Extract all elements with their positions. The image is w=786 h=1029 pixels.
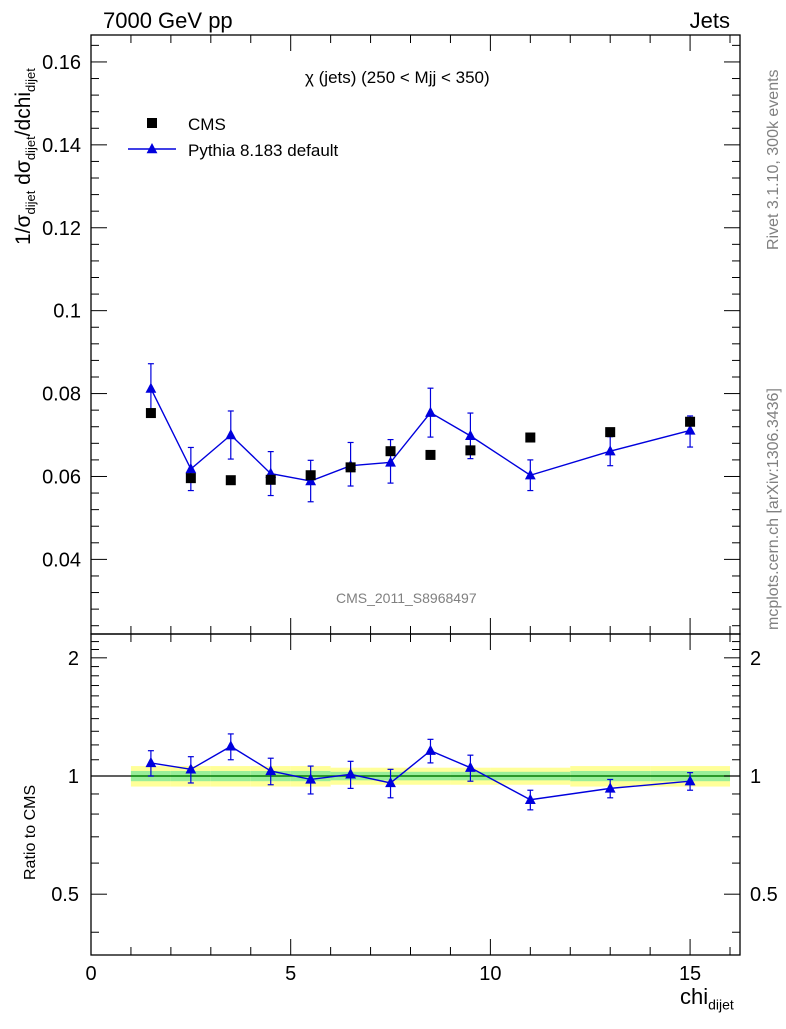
data-layer bbox=[145, 363, 696, 811]
mcplots-reference-label: mcplots.cern.ch [arXiv:1306.3436] bbox=[765, 388, 782, 630]
axis-layer: 0 5 10 15 0.04 0.06 0.08 0.1 0.12 0.14 0.16 0.5 0.5 1… bbox=[42, 34, 778, 985]
y-tick-label: 0.1 bbox=[53, 301, 81, 323]
cms-point bbox=[425, 449, 436, 460]
y-tick-label: 0.16 bbox=[42, 52, 81, 74]
x-tick-label: 5 bbox=[285, 963, 296, 985]
ratio-point bbox=[684, 775, 696, 786]
pythia-point bbox=[225, 429, 237, 440]
cms-point bbox=[685, 416, 696, 427]
plot-title: χ (jets) (250 < Mjj < 350) bbox=[305, 68, 490, 87]
cms-point bbox=[145, 408, 156, 419]
energy-label: 7000 GeV pp bbox=[103, 8, 233, 33]
pythia-point bbox=[604, 445, 616, 456]
ratio-line bbox=[150, 745, 691, 801]
y-tick-label: 0.12 bbox=[42, 218, 81, 240]
y-tick-label: 0.06 bbox=[42, 466, 81, 488]
ratio-frame bbox=[90, 633, 741, 956]
legend-cms-marker bbox=[147, 118, 157, 128]
ratio-point bbox=[225, 740, 237, 751]
y-tick-label: 0.04 bbox=[42, 549, 81, 571]
pythia-point bbox=[465, 429, 476, 441]
legend-cms-label: CMS bbox=[188, 115, 226, 134]
cms-point bbox=[385, 446, 396, 457]
ratio-y-tick-label: 0.5 bbox=[51, 884, 79, 906]
legend: CMS Pythia 8.183 default bbox=[128, 115, 339, 160]
ratio-point bbox=[385, 776, 396, 788]
ratio-y-tick-label: 1 bbox=[68, 766, 79, 788]
x-tick-label: 0 bbox=[85, 963, 96, 985]
analysis-watermark: CMS_2011_S8968497 bbox=[336, 590, 477, 606]
ratio-point bbox=[145, 756, 157, 768]
pythia-point bbox=[524, 469, 536, 480]
legend-pythia-marker bbox=[146, 143, 158, 154]
ratio-y-tick-label: 2 bbox=[68, 648, 79, 670]
cms-point bbox=[305, 470, 316, 481]
pythia-point bbox=[145, 382, 157, 393]
cms-point bbox=[225, 475, 236, 486]
ratio-y-tick-label-right: 1 bbox=[750, 766, 761, 788]
cms-point bbox=[345, 462, 356, 473]
ratio-point bbox=[265, 764, 277, 776]
x-tick-label: 10 bbox=[479, 963, 501, 985]
x-tick-label: 15 bbox=[679, 963, 701, 985]
y-tick-label: 0.14 bbox=[42, 135, 81, 157]
ratio-point bbox=[185, 763, 197, 774]
ratio-point bbox=[345, 768, 356, 779]
x-axis-label: chidijet bbox=[680, 984, 734, 1013]
ratio-point bbox=[425, 744, 436, 755]
pythia-line bbox=[150, 388, 691, 482]
rivet-version-label: Rivet 3.1.10, 300k events bbox=[765, 69, 782, 250]
main-axis-label: 1/σdijet dσdijet/dchidijet bbox=[12, 68, 39, 245]
ratio-axis-label: Ratio to CMS bbox=[22, 784, 39, 880]
cms-point bbox=[185, 473, 196, 484]
pythia-point bbox=[425, 406, 436, 417]
cms-point bbox=[465, 445, 476, 456]
ratio-point bbox=[524, 793, 536, 804]
pythia-point bbox=[185, 463, 197, 474]
ratio-point bbox=[305, 773, 317, 784]
ratio-y-tick-label-right: 2 bbox=[750, 648, 761, 670]
category-label: Jets bbox=[689, 8, 730, 33]
cms-point bbox=[605, 427, 616, 438]
pythia-point bbox=[684, 424, 696, 435]
ratio-point bbox=[465, 761, 476, 772]
cms-point bbox=[525, 432, 536, 443]
legend-pythia-label: Pythia 8.183 default bbox=[188, 141, 339, 160]
cms-point bbox=[265, 474, 276, 485]
pythia-point bbox=[385, 456, 396, 467]
ratio-y-tick-label-right: 0.5 bbox=[750, 884, 778, 906]
y-tick-label: 0.08 bbox=[42, 384, 81, 406]
ratio-point bbox=[604, 782, 616, 793]
